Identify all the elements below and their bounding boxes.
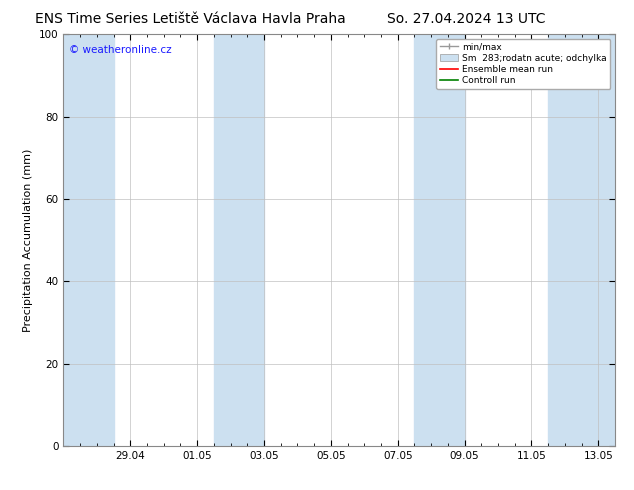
Bar (548, 34, 615, 446)
Y-axis label: Precipitation Accumulation (mm): Precipitation Accumulation (mm) (23, 148, 34, 332)
Text: So. 27.04.2024 13 UTC: So. 27.04.2024 13 UTC (387, 12, 545, 26)
Text: © weatheronline.cz: © weatheronline.cz (69, 45, 172, 54)
Text: ENS Time Series Letiště Václava Havla Praha: ENS Time Series Letiště Václava Havla Pr… (35, 12, 346, 26)
Bar (214, 34, 264, 446)
Bar (415, 34, 465, 446)
Legend: min/max, Sm  283;rodatn acute; odchylka, Ensemble mean run, Controll run: min/max, Sm 283;rodatn acute; odchylka, … (436, 39, 611, 89)
Bar (63, 34, 113, 446)
